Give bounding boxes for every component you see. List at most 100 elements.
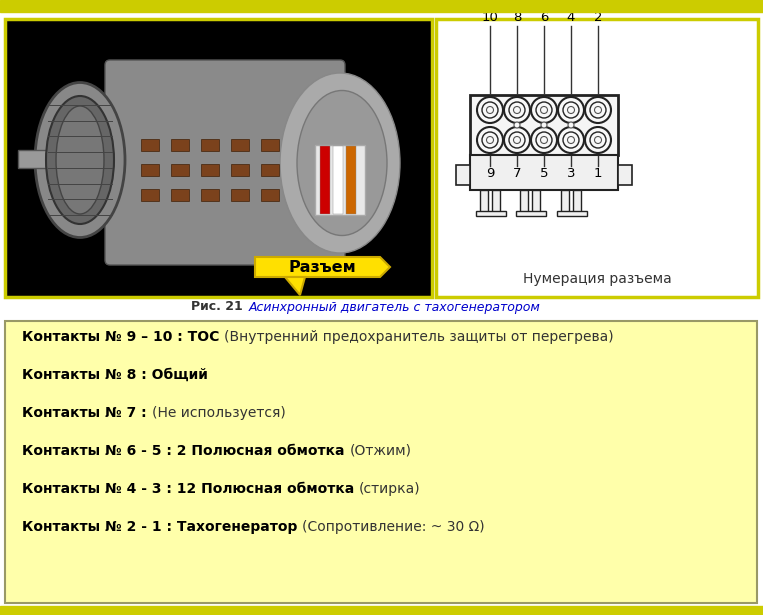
Circle shape — [568, 137, 575, 143]
Circle shape — [541, 122, 547, 128]
Polygon shape — [285, 277, 305, 295]
Text: 2: 2 — [594, 11, 602, 24]
Circle shape — [594, 137, 601, 143]
Bar — [18, 150, 73, 168]
Bar — [141, 189, 159, 201]
Circle shape — [594, 106, 601, 114]
Circle shape — [563, 102, 579, 118]
Circle shape — [482, 132, 498, 148]
Circle shape — [540, 106, 548, 114]
Bar — [0, 0, 763, 12]
Bar — [557, 211, 587, 216]
Bar — [201, 189, 219, 201]
Circle shape — [504, 127, 530, 153]
Circle shape — [513, 106, 520, 114]
Ellipse shape — [56, 106, 104, 214]
Circle shape — [558, 97, 584, 123]
Polygon shape — [255, 257, 390, 277]
Text: 9: 9 — [486, 167, 494, 180]
Bar — [201, 139, 219, 151]
Bar — [561, 190, 569, 212]
Bar — [5, 19, 432, 297]
Bar — [171, 164, 189, 176]
Text: 1: 1 — [594, 167, 602, 180]
Text: (стирка): (стирка) — [359, 482, 420, 496]
FancyBboxPatch shape — [105, 60, 345, 265]
Bar — [261, 189, 279, 201]
Text: (Сопротивление: ~ 30 Ω): (Сопротивление: ~ 30 Ω) — [302, 520, 485, 534]
Circle shape — [536, 102, 552, 118]
Text: Разъем: Разъем — [288, 260, 356, 274]
Ellipse shape — [46, 96, 114, 224]
Text: 8: 8 — [513, 11, 521, 24]
Bar — [171, 189, 189, 201]
Text: 4: 4 — [567, 11, 575, 24]
Bar — [261, 139, 279, 151]
Text: 10: 10 — [481, 11, 498, 24]
Bar — [141, 139, 159, 151]
Circle shape — [531, 97, 557, 123]
Bar — [573, 190, 581, 212]
Circle shape — [585, 127, 611, 153]
Bar — [231, 139, 249, 151]
Bar — [0, 606, 763, 615]
Bar — [201, 164, 219, 176]
Text: Контакты № 9 – 10 : ТОС: Контакты № 9 – 10 : ТОС — [22, 330, 224, 344]
Text: 5: 5 — [539, 167, 549, 180]
Bar — [261, 164, 279, 176]
Text: 7: 7 — [513, 167, 521, 180]
Bar — [171, 139, 189, 151]
Bar — [492, 190, 500, 212]
Bar — [5, 321, 757, 603]
Bar — [456, 165, 470, 185]
Bar — [618, 165, 632, 185]
Circle shape — [509, 132, 525, 148]
Circle shape — [487, 137, 494, 143]
Circle shape — [536, 132, 552, 148]
Circle shape — [563, 132, 579, 148]
Bar — [333, 146, 343, 214]
Circle shape — [531, 127, 557, 153]
Text: (Отжим): (Отжим) — [349, 444, 411, 458]
Text: Контакты № 8 : Общий: Контакты № 8 : Общий — [22, 368, 208, 382]
Text: Контакты № 4 - 3 : 12 Полюсная обмотка: Контакты № 4 - 3 : 12 Полюсная обмотка — [22, 482, 359, 496]
Bar — [346, 146, 356, 214]
Bar — [141, 164, 159, 176]
Circle shape — [568, 106, 575, 114]
Circle shape — [585, 97, 611, 123]
Bar — [436, 19, 758, 297]
Bar — [470, 95, 618, 155]
Bar — [231, 189, 249, 201]
Text: Асинхронный двигатель с тахогенератором: Асинхронный двигатель с тахогенератором — [249, 301, 541, 314]
Text: (Внутренний предохранитель защиты от перегрева): (Внутренний предохранитель защиты от пер… — [224, 330, 614, 344]
Bar — [516, 211, 546, 216]
Text: Контакты № 7 :: Контакты № 7 : — [22, 406, 152, 420]
Bar — [470, 155, 618, 190]
Text: 3: 3 — [567, 167, 575, 180]
Ellipse shape — [297, 90, 387, 236]
Circle shape — [509, 102, 525, 118]
Circle shape — [590, 132, 606, 148]
Ellipse shape — [35, 82, 125, 237]
Bar — [231, 164, 249, 176]
Circle shape — [487, 106, 494, 114]
Ellipse shape — [280, 73, 400, 253]
Circle shape — [590, 102, 606, 118]
Bar — [480, 190, 488, 212]
Circle shape — [514, 122, 520, 128]
Circle shape — [558, 127, 584, 153]
Text: 6: 6 — [539, 11, 548, 24]
Text: Рис. 21: Рис. 21 — [191, 301, 247, 314]
Circle shape — [477, 127, 503, 153]
Circle shape — [540, 137, 548, 143]
Bar — [520, 190, 528, 212]
Circle shape — [568, 122, 574, 128]
Text: (Не используется): (Не используется) — [152, 406, 285, 420]
Bar — [315, 145, 365, 215]
Text: Контакты № 6 - 5 : 2 Полюсная обмотка: Контакты № 6 - 5 : 2 Полюсная обмотка — [22, 444, 349, 458]
Circle shape — [482, 102, 498, 118]
Text: Нумерация разъема: Нумерация разъема — [523, 272, 671, 286]
Bar — [476, 211, 506, 216]
Bar — [320, 146, 330, 214]
Bar — [532, 190, 540, 212]
